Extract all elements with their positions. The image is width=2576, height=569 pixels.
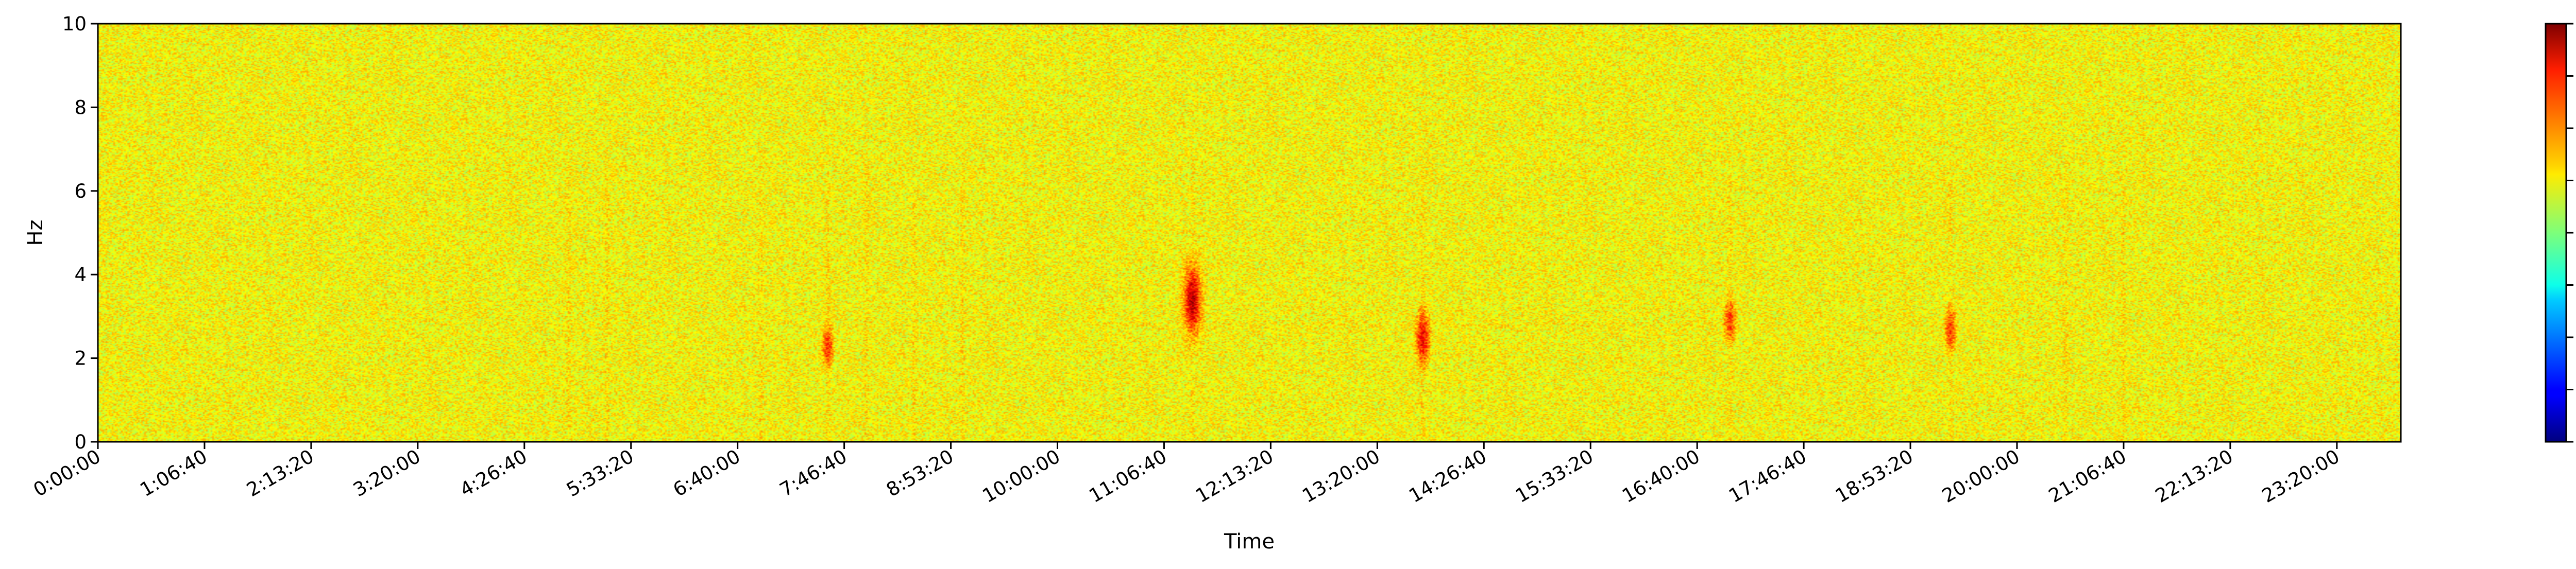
x-tick-label: 11:06:40 (1086, 445, 1171, 507)
x-tick-label: 23:20:00 (2258, 445, 2343, 507)
y-tick-label: 8 (74, 96, 87, 118)
x-tick-label: 8:53:20 (883, 445, 957, 502)
x-tick-label: 20:00:00 (1938, 445, 2023, 507)
y-tick-label: 0 (74, 431, 87, 453)
plot-area (97, 23, 2402, 443)
x-tick-label: 3:20:00 (349, 445, 424, 502)
x-axis-ticks: 0:00:00 1:06:40 2:13:20 3:20:00 4:26:40 5:33:… (29, 442, 2343, 507)
x-tick-label: 7:46:40 (776, 445, 851, 502)
y-tick-label: 2 (74, 348, 87, 370)
colorbar-gradient (2545, 23, 2567, 443)
x-axis-label: Time (1224, 530, 1275, 554)
x-tick-label: 16:40:00 (1618, 445, 1703, 507)
plot-frame (97, 23, 2402, 443)
x-tick-label: 14:26:40 (1405, 445, 1490, 507)
x-tick-label: 12:13:20 (1192, 445, 1277, 507)
spectrogram-canvas (98, 24, 2401, 442)
x-tick-label: 5:33:20 (563, 445, 637, 502)
x-tick-label: 18:53:20 (1832, 445, 1917, 507)
y-axis-label: Hz (24, 219, 47, 246)
y-tick-label: 6 (74, 180, 87, 202)
x-tick-label: 1:06:40 (136, 445, 211, 502)
y-tick-label: 4 (74, 264, 87, 286)
x-tick-label: 13:20:00 (1298, 445, 1383, 507)
colorbar: +0 dB-10 dB-20 dB-30 dB-40 dB-50 dB-60 d… (2545, 23, 2573, 443)
colorbar-ticks: +0 dB-10 dB-20 dB-30 dB-40 dB-50 dB-60 d… (2566, 23, 2573, 443)
x-tick-label: 17:46:40 (1725, 445, 1810, 507)
x-tick-label: 0:00:00 (29, 445, 104, 502)
x-tick-label: 6:40:00 (669, 445, 744, 502)
y-axis-ticks: 0 2 4 6 8 10 (62, 13, 98, 453)
x-tick-label: 15:33:20 (1512, 445, 1597, 507)
x-tick-label: 10:00:00 (979, 445, 1064, 507)
x-tick-label: 22:13:20 (2151, 445, 2236, 507)
y-tick-label: 10 (62, 13, 87, 35)
x-tick-label: 2:13:20 (243, 445, 317, 502)
x-tick-label: 21:06:40 (2045, 445, 2130, 507)
x-tick-label: 4:26:40 (456, 445, 531, 502)
